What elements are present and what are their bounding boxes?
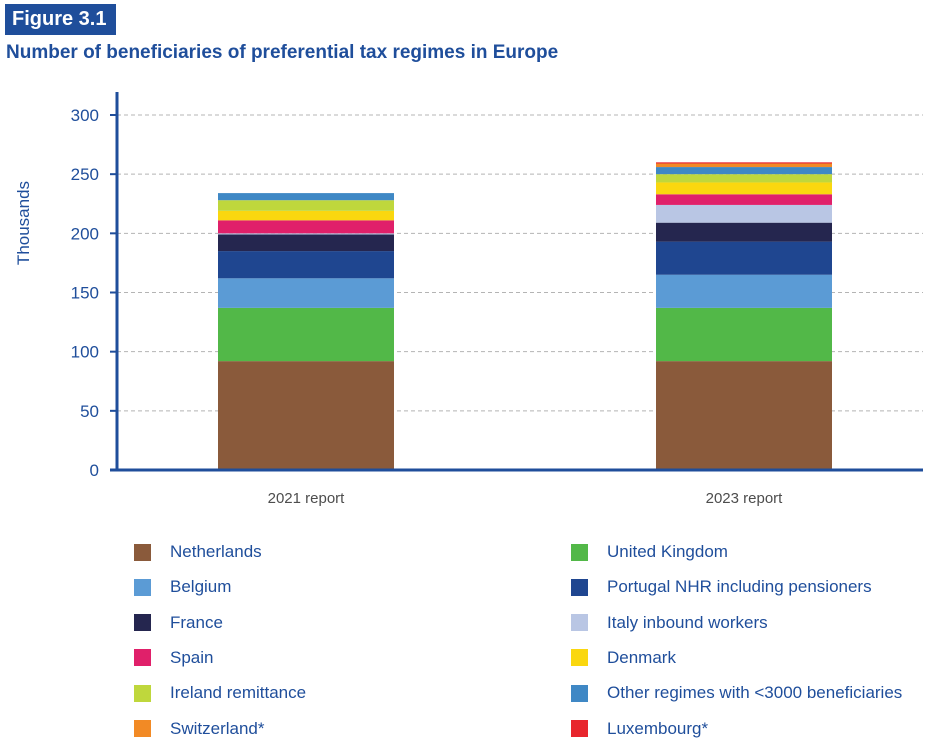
- legend-swatch: [134, 684, 151, 702]
- legend-item: Ireland remittance: [134, 681, 306, 705]
- legend-label: France: [170, 612, 223, 632]
- bar-segment-switzerland: [656, 163, 832, 168]
- legend-item: Belgium: [134, 575, 231, 599]
- bar-segment-other-regimes-with-3000-beneficiaries: [218, 193, 394, 201]
- legend-item: Switzerland*: [134, 717, 265, 741]
- legend-item: Denmark: [571, 646, 676, 670]
- bar-segment-belgium: [218, 278, 394, 308]
- bar-segment-ireland-remittance: [218, 200, 394, 211]
- bar-segment-denmark: [218, 210, 394, 221]
- bar-segment-netherlands: [656, 361, 832, 470]
- bar-segment-denmark: [656, 182, 832, 195]
- y-tick-label: 0: [90, 461, 99, 480]
- bar-segment-spain: [218, 220, 394, 234]
- legend-item: Other regimes with <3000 beneficiaries: [571, 681, 902, 705]
- bar-segment-portugal-nhr-including-pensioners: [656, 241, 832, 275]
- bar-segment-united-kingdom: [218, 307, 394, 362]
- legend-label: Luxembourg*: [607, 718, 709, 738]
- bar-segment-italy-inbound-workers: [656, 204, 832, 223]
- legend-label: United Kingdom: [607, 542, 728, 561]
- y-tick-label: 200: [71, 224, 99, 243]
- legend-swatch: [571, 578, 588, 596]
- legend-label: Denmark: [607, 647, 676, 667]
- legend-label: Italy inbound workers: [607, 612, 768, 632]
- legend-swatch: [134, 543, 151, 561]
- y-tick-label: 150: [71, 284, 99, 303]
- legend-swatch: [134, 578, 151, 596]
- legend-item: France: [134, 611, 223, 635]
- legend-label: Spain: [170, 647, 214, 667]
- bar-segment-luxembourg: [656, 162, 832, 164]
- legend-item: United Kingdom: [571, 540, 728, 564]
- legend-item: Italy inbound workers: [571, 611, 768, 635]
- x-category-label: 2021 report: [268, 490, 346, 507]
- bar-segment-netherlands: [218, 361, 394, 470]
- x-category-label: 2023 report: [706, 490, 784, 507]
- bar-segment-portugal-nhr-including-pensioners: [218, 251, 394, 279]
- legend-label: Ireland remittance: [170, 683, 307, 703]
- chart-title: Number of beneficiaries of preferential …: [6, 42, 559, 63]
- y-axis-label: Thousands: [14, 181, 33, 265]
- legend-item: Portugal NHR including pensioners: [571, 575, 872, 599]
- bar-segment-united-kingdom: [656, 307, 832, 362]
- bar-segment-spain: [656, 194, 832, 205]
- legend-swatch: [134, 649, 151, 667]
- bar-segment-france: [656, 222, 832, 242]
- bar-segment-belgium: [656, 274, 832, 308]
- figure-label: Figure 3.1: [5, 4, 117, 35]
- legend-swatch: [571, 684, 588, 702]
- stacked-bar-chart: 0 50 100 150 200 250 300 Thousands 2021 report 20…: [14, 92, 923, 507]
- legend-label: Switzerland*: [170, 718, 265, 738]
- bar-segment-ireland-remittance: [656, 174, 832, 183]
- y-tick-label: 100: [71, 343, 99, 362]
- legend-swatch: [571, 614, 588, 632]
- legend-label: Portugal NHR including pensioners: [607, 577, 872, 597]
- legend-label: Netherlands: [170, 542, 262, 561]
- legend-swatch: [571, 720, 588, 737]
- legend-swatch: [571, 543, 588, 561]
- y-tick-label: 50: [80, 402, 99, 421]
- bar-segment-other-regimes-with-3000-beneficiaries: [656, 167, 832, 175]
- y-tick-label: 300: [71, 106, 99, 125]
- legend-swatch: [134, 614, 151, 632]
- y-tick-label: 250: [71, 165, 99, 184]
- bar-segment-italy-inbound-workers: [218, 233, 394, 235]
- legend-label: Other regimes with <3000 beneficiaries: [607, 683, 903, 703]
- bar-segment-france: [218, 234, 394, 252]
- legend-label: Belgium: [170, 577, 232, 597]
- legend-swatch: [571, 649, 588, 667]
- legend-item: Spain: [134, 646, 213, 670]
- legend-item: Luxembourg*: [571, 717, 708, 741]
- chart-legend: Netherlands Belgium France Spain Ireland rem…: [134, 540, 943, 747]
- legend-item: Netherlands: [134, 540, 262, 564]
- legend-swatch: [134, 720, 151, 737]
